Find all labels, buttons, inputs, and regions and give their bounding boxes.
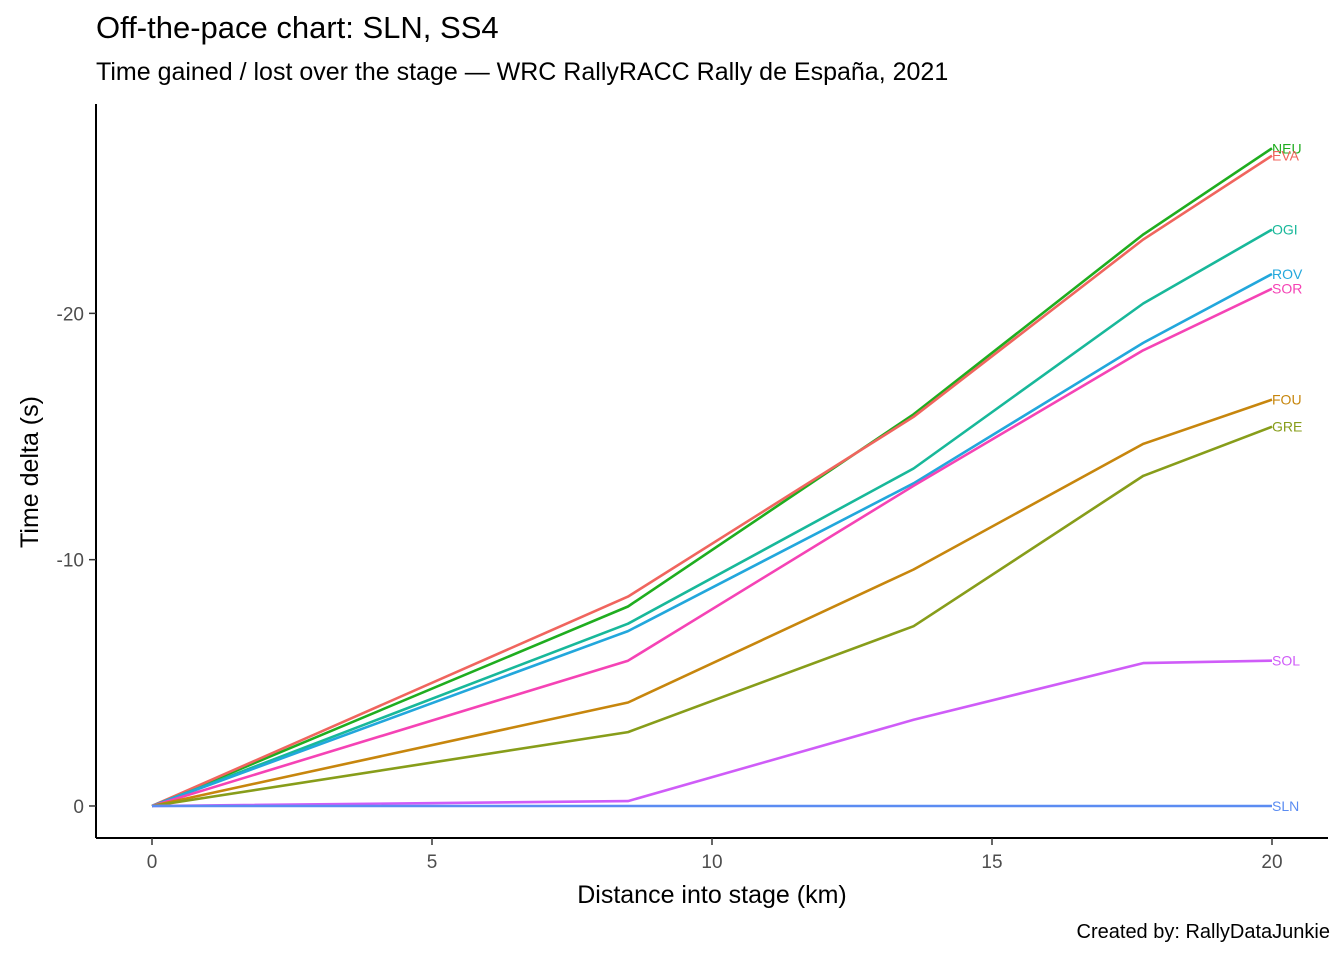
chart-title: Off-the-pace chart: SLN, SS4 xyxy=(96,10,499,45)
series-label-neu: NEU xyxy=(1272,140,1302,156)
series-line-sol xyxy=(151,659,1273,808)
series-line-eva xyxy=(151,154,1273,808)
y-axis-label: Time delta (s) xyxy=(16,396,44,548)
x-tick-label: 15 xyxy=(981,852,1002,873)
x-tick-label: 20 xyxy=(1261,852,1282,873)
x-tick-label: 10 xyxy=(701,852,722,873)
series-label-eva: EVA xyxy=(1272,148,1300,164)
series-label-fou: FOU xyxy=(1272,392,1302,408)
x-axis-label: Distance into stage (km) xyxy=(577,881,847,909)
series-label-rov: ROV xyxy=(1272,266,1303,282)
series-label-sol: SOL xyxy=(1272,653,1300,669)
y-tick-label: 0 xyxy=(73,797,84,818)
y-tick-label: -10 xyxy=(57,551,84,572)
series-lines xyxy=(151,147,1273,808)
series-label-sor: SOR xyxy=(1272,281,1302,297)
series-line-fou xyxy=(151,398,1273,808)
series-line-ogi xyxy=(151,228,1273,808)
series-line-sor xyxy=(151,287,1273,808)
series-label-gre: GRE xyxy=(1272,419,1302,435)
axes: 0 5 10 15 20 0 -10 -20 xyxy=(57,104,1328,873)
series-line-gre xyxy=(151,425,1273,808)
series-label-sln: SLN xyxy=(1272,798,1299,814)
series-label-ogi: OGI xyxy=(1272,222,1298,238)
y-tick-label: -20 xyxy=(57,304,84,325)
x-tick-label: 5 xyxy=(427,852,438,873)
series-line-neu xyxy=(151,147,1273,808)
chart-subtitle: Time gained / lost over the stage — WRC … xyxy=(96,58,949,86)
x-tick-label: 0 xyxy=(147,852,158,873)
series-line-rov xyxy=(151,272,1273,808)
chart-caption: Created by: RallyDataJunkie xyxy=(1076,921,1330,943)
